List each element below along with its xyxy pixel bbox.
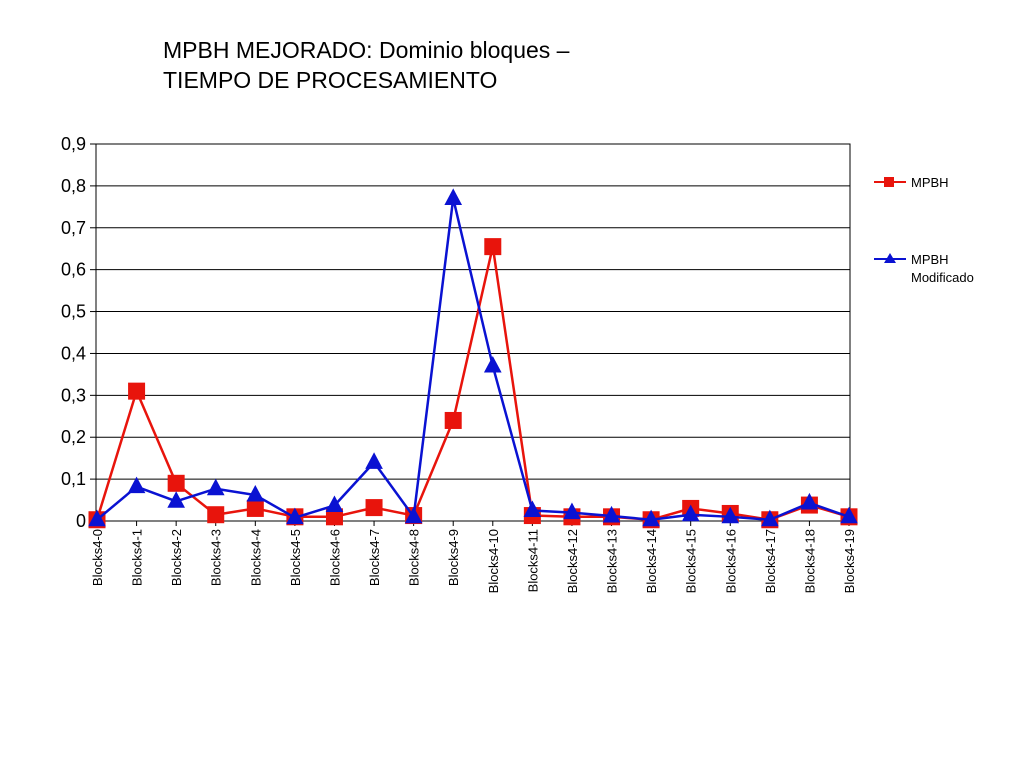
x-tick-label: Blocks4-18 (802, 529, 817, 593)
data-point-triangle (444, 188, 463, 205)
data-point-square (365, 499, 383, 517)
x-tick-label: Blocks4-16 (723, 529, 738, 593)
y-tick-label: 0,6 (61, 260, 86, 280)
chart-title: MPBH MEJORADO: Dominio bloques – TIEMPO D… (163, 37, 570, 93)
x-tick-label: Blocks4-0 (90, 529, 105, 586)
chart-title-line: TIEMPO DE PROCESAMIENTO (163, 67, 497, 93)
y-tick-label: 0,7 (61, 218, 86, 238)
y-tick-label: 0,5 (61, 302, 86, 322)
data-point-triangle (246, 484, 265, 502)
y-tick-label: 0,1 (61, 469, 86, 489)
y-axis-ticks: 0 0,1 0,2 0,3 0,4 0,5 0,6 0,7 0,8 0,9 (61, 134, 96, 531)
data-point-triangle (721, 506, 740, 524)
data-point-square (246, 499, 264, 517)
data-point-triangle (563, 502, 581, 520)
x-tick-label: Blocks4-2 (169, 529, 184, 586)
x-tick-label: Blocks4-12 (565, 529, 580, 593)
data-point-triangle (404, 506, 423, 524)
data-point-triangle (761, 509, 779, 527)
x-tick-label: Blocks4-10 (486, 529, 501, 593)
y-tick-label: 0,9 (61, 134, 86, 154)
x-tick-label: Blocks4-1 (130, 529, 145, 586)
data-point-triangle (286, 507, 304, 525)
x-tick-label: Blocks4-17 (763, 529, 778, 593)
x-tick-label: Blocks4-5 (288, 529, 303, 586)
data-point-triangle (365, 452, 383, 469)
x-tick-label: Blocks4-3 (209, 529, 224, 586)
gridlines (96, 185, 850, 480)
legend-item: MPBH (874, 175, 949, 190)
data-point-triangle (167, 491, 185, 508)
data-point-triangle (325, 495, 344, 513)
data-point-triangle (206, 478, 225, 496)
data-point-triangle (840, 506, 858, 524)
y-tick-label: 0,2 (61, 427, 86, 447)
data-point-square (128, 382, 146, 400)
data-point-square (444, 411, 462, 429)
x-tick-label: Blocks4-15 (684, 529, 699, 593)
x-tick-label: Blocks4-19 (842, 529, 857, 593)
series-line (96, 197, 850, 521)
series-group (88, 188, 858, 529)
data-point-triangle (88, 509, 106, 527)
legend-label: MPBH (911, 175, 949, 190)
legend-label: MPBH (911, 252, 949, 267)
x-tick-label: Blocks4-8 (407, 529, 422, 586)
data-point-triangle (642, 509, 660, 527)
data-point-triangle (483, 355, 502, 373)
legend-marker-square (884, 177, 894, 187)
x-tick-label: Blocks4-14 (644, 529, 659, 593)
series-1 (88, 188, 858, 527)
data-point-square (484, 238, 502, 256)
data-point-square (207, 506, 225, 524)
data-point-triangle (523, 500, 542, 518)
legend-marker-triangle (884, 253, 896, 263)
y-tick-label: 0,3 (61, 385, 86, 405)
y-tick-label: 0,8 (61, 176, 86, 196)
x-tick-label: Blocks4-7 (367, 529, 382, 586)
data-point-triangle (681, 504, 700, 522)
legend: MPBH MPBH Modificado (874, 175, 974, 285)
y-tick-label: 0,4 (61, 343, 86, 363)
x-axis-ticks: Blocks4-0 Blocks4-1 Blocks4-2 Blocks4-3 Bloc… (90, 521, 857, 593)
x-tick-label: Blocks4-13 (605, 529, 620, 593)
legend-label: Modificado (911, 270, 974, 285)
data-point-triangle (800, 492, 819, 510)
chart-title-line: MPBH MEJORADO: Dominio bloques – (163, 37, 570, 63)
x-tick-label: Blocks4-4 (248, 529, 263, 586)
legend-item: MPBH Modificado (874, 252, 974, 285)
data-point-triangle (127, 476, 146, 494)
y-tick-label: 0 (76, 511, 86, 531)
x-tick-label: Blocks4-6 (327, 529, 342, 586)
x-tick-label: Blocks4-9 (446, 529, 461, 586)
data-point-square (167, 474, 185, 492)
x-tick-label: Blocks4-11 (525, 529, 540, 592)
data-point-triangle (602, 505, 621, 523)
